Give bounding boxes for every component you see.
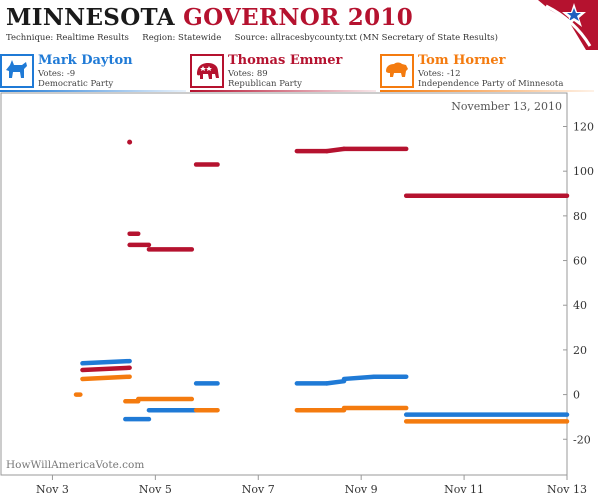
data-segment (324, 146, 347, 154)
technique-label: Technique: (6, 33, 54, 43)
plot-frame (0, 92, 568, 476)
candidate-color-bar (0, 90, 186, 92)
source-value: allracesbycounty.txt (MN Secretary of St… (270, 33, 498, 43)
data-segment (80, 365, 132, 373)
elephant-icon (190, 54, 224, 88)
x-tick-label: Nov 3 (36, 483, 69, 496)
source-label: Source: (234, 33, 268, 43)
y-tick-label: 40 (573, 299, 587, 312)
x-tick-label: Nov 7 (242, 483, 275, 496)
y-tick-label: 60 (573, 255, 587, 268)
region-value: Statewide (178, 33, 222, 43)
data-point (127, 139, 133, 145)
series-2 (80, 139, 570, 373)
date-label: November 13, 2010 (451, 100, 562, 113)
title-state: MINNESOTA (6, 4, 175, 31)
candidate-name: Mark Dayton (38, 53, 133, 68)
x-tick-label: Nov 11 (444, 483, 484, 496)
star-logo-icon (538, 0, 598, 50)
y-tick-label: 120 (573, 121, 594, 134)
chart-area: -20 0 20 40 60 80 100 120 Nov 3 Nov 5 Nov 7 Nov 9 N… (0, 92, 598, 500)
candidate-name: Thomas Emmer (228, 53, 343, 68)
candidate-votes: Votes: 89 (228, 69, 268, 79)
chart-header: MINNESOTA GOVERNOR 2010 Technique: Realt… (0, 0, 598, 50)
x-tick-label: Nov 9 (345, 483, 378, 496)
chart-subtitle: Technique: Realtime Results Region: Stat… (6, 33, 498, 43)
data-segment (80, 374, 132, 382)
series-3 (73, 374, 570, 424)
candidate-party: Independence Party of Minnesota (418, 79, 564, 89)
candidate-horner: Tom Horner Votes: -12 Independence Party… (380, 52, 598, 92)
data-segment (324, 378, 347, 386)
y-tick-label: 20 (573, 344, 587, 357)
candidate-votes: Votes: -9 (38, 69, 76, 79)
candidate-party: Democratic Party (38, 79, 114, 89)
y-tick-label: 80 (573, 210, 587, 223)
candidate-party: Republican Party (228, 79, 302, 89)
series-1 (80, 358, 570, 422)
candidate-color-bar (190, 90, 376, 92)
candidate-name: Tom Horner (418, 53, 506, 68)
technique-value: Realtime Results (55, 33, 129, 43)
candidate-dayton: Mark Dayton Votes: -9 Democratic Party (0, 52, 190, 92)
donkey-icon (0, 54, 34, 88)
candidate-color-bar (380, 90, 594, 92)
candidate-emmer: Thomas Emmer Votes: 89 Republican Party (190, 52, 380, 92)
title-race: GOVERNOR 2010 (183, 4, 414, 31)
x-tick-label: Nov 5 (139, 483, 172, 496)
region-label: Region: (142, 33, 176, 43)
bison-icon (380, 54, 414, 88)
y-tick-label: 0 (573, 389, 580, 402)
data-segment (341, 374, 377, 382)
candidate-votes: Votes: -12 (418, 69, 461, 79)
x-tick-label: Nov 13 (547, 483, 587, 496)
data-segment (80, 358, 132, 366)
watermark-text: HowWillAmericaVote.com (6, 459, 144, 471)
results-chart: -20 0 20 40 60 80 100 120 Nov 3 Nov 5 Nov 7 Nov 9 N… (0, 92, 594, 496)
y-tick-label: 100 (573, 165, 594, 178)
y-tick-label: -20 (573, 433, 591, 446)
chart-title: MINNESOTA GOVERNOR 2010 (6, 4, 413, 31)
candidate-legend: Mark Dayton Votes: -9 Democratic Party T… (0, 52, 598, 92)
